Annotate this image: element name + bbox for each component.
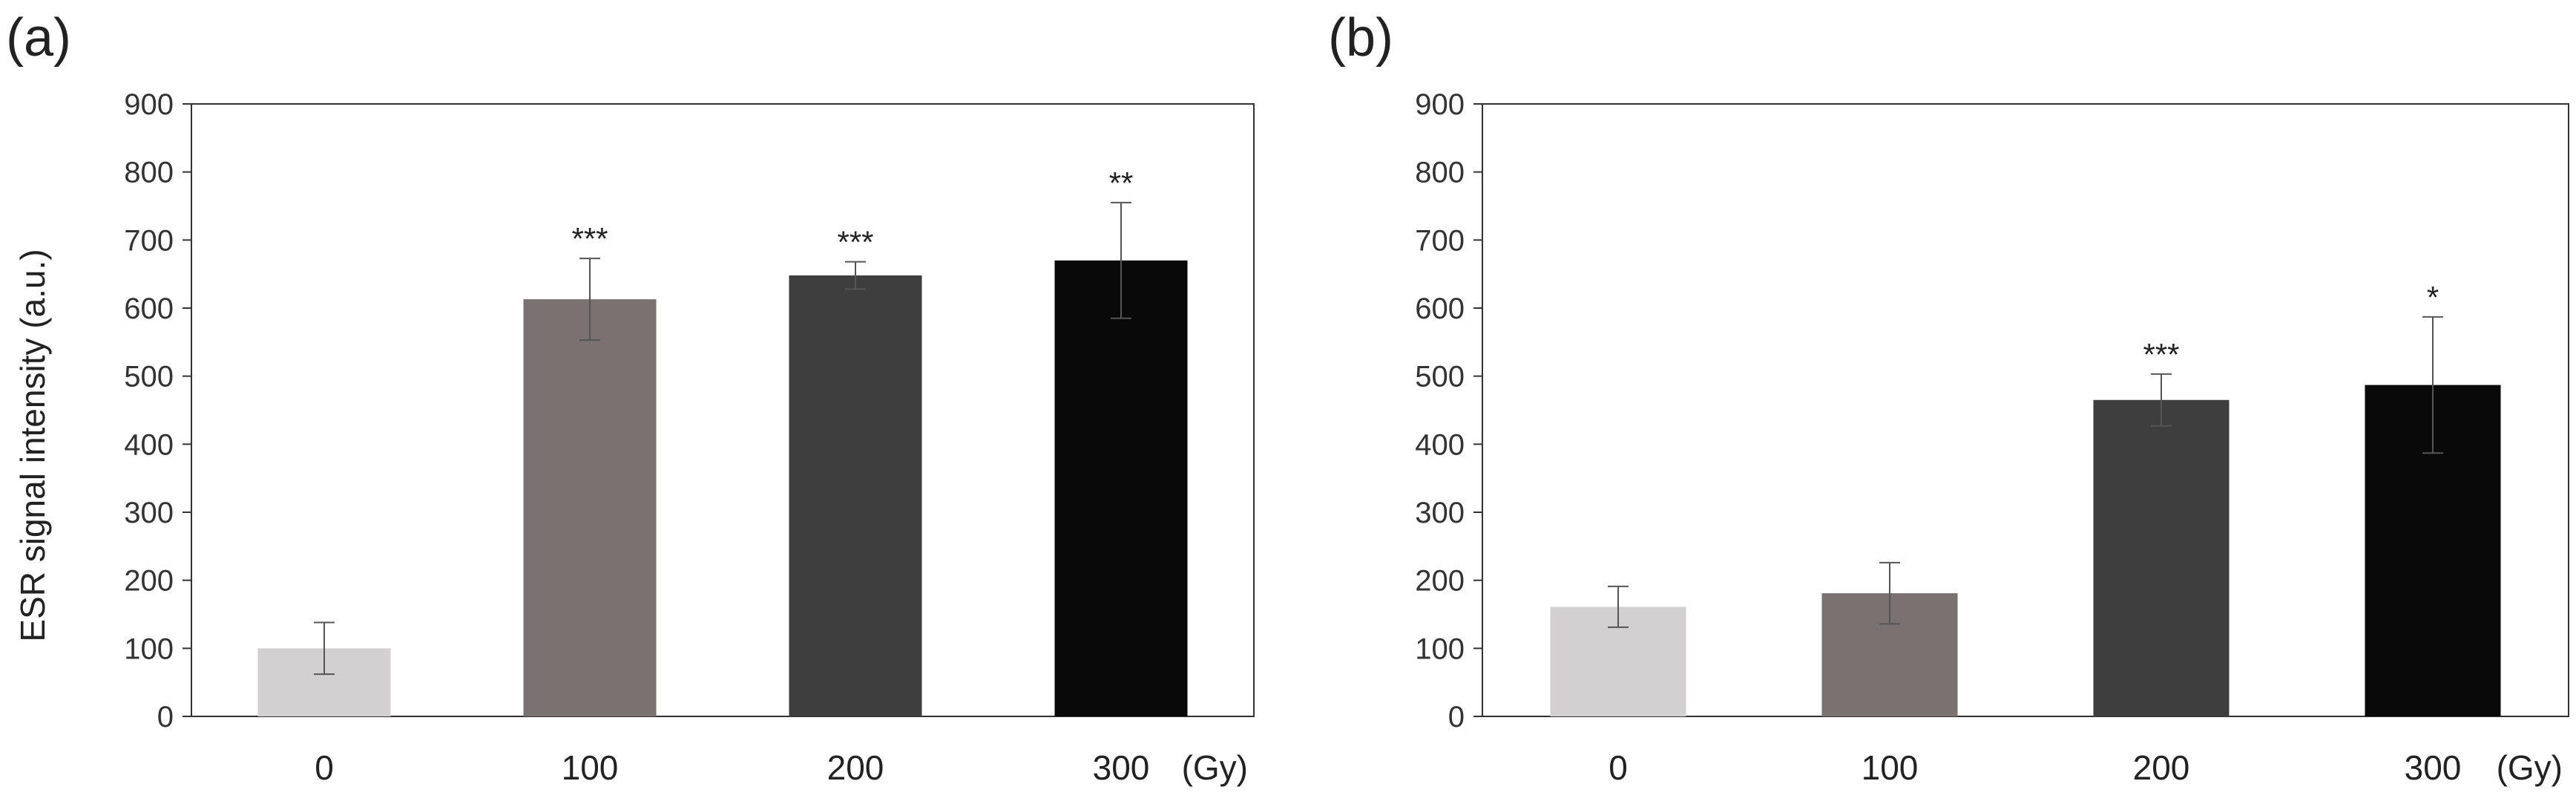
x-unit-label: (Gy) <box>2497 748 2563 787</box>
x-category-label: 0 <box>315 748 334 787</box>
y-tick-label: 0 <box>157 701 174 733</box>
x-category-label: 300 <box>2405 748 2462 787</box>
y-tick-label: 900 <box>124 88 174 121</box>
y-tick-label: 500 <box>1415 361 1465 393</box>
y-tick-label: 100 <box>1415 633 1465 665</box>
panel-label: (b) <box>1328 8 1393 68</box>
y-tick-label: 800 <box>124 157 174 189</box>
x-category-label: 200 <box>827 748 884 787</box>
x-category-label: 100 <box>562 748 619 787</box>
y-tick-label: 500 <box>124 361 174 393</box>
y-tick-label: 700 <box>124 224 174 257</box>
y-tick-label: 800 <box>1415 157 1465 189</box>
y-tick-label: 0 <box>1448 701 1465 733</box>
x-category-label: 0 <box>1609 748 1628 787</box>
bar-100 <box>523 299 657 716</box>
plot-frame <box>1482 103 2569 717</box>
y-tick-label: 400 <box>1415 428 1465 461</box>
chart-panel-b: (b) 0 100 200 300 400 500 600 700 800 900 0 100 *** 20… <box>1328 8 2569 787</box>
significance-marker: *** <box>571 221 608 256</box>
x-category-label: 100 <box>1862 748 1919 787</box>
y-tick-label: 300 <box>124 497 174 529</box>
bar-200 <box>789 275 922 716</box>
y-tick-label: 400 <box>124 428 174 461</box>
x-unit-label: (Gy) <box>1182 748 1248 787</box>
x-category-label: 300 <box>1093 748 1150 787</box>
x-category-label: 200 <box>2133 748 2190 787</box>
y-tick-label: 300 <box>1415 497 1465 529</box>
y-tick-label: 200 <box>1415 565 1465 598</box>
bar-200 <box>2093 399 2230 716</box>
y-tick-label: 600 <box>124 292 174 325</box>
panel-label: (a) <box>6 8 71 68</box>
y-tick-label: 600 <box>1415 292 1465 325</box>
plot-frame <box>191 103 1255 717</box>
y-tick-label: 900 <box>1415 88 1465 121</box>
y-tick-label: 200 <box>124 565 174 598</box>
significance-marker: * <box>2427 280 2439 315</box>
bar-300 <box>1054 260 1188 716</box>
significance-marker: ** <box>1109 166 1134 200</box>
chart-panel-a: (a) 0 100 200 300 400 500 600 700 800 900 0 *** 100 **… <box>6 8 1255 787</box>
significance-marker: *** <box>2143 337 2179 372</box>
y-tick-label: 700 <box>1415 224 1465 257</box>
y-axis-label: ESR signal intensity (a.u.) <box>13 249 52 641</box>
significance-marker: *** <box>837 225 873 260</box>
y-tick-label: 100 <box>124 633 174 665</box>
